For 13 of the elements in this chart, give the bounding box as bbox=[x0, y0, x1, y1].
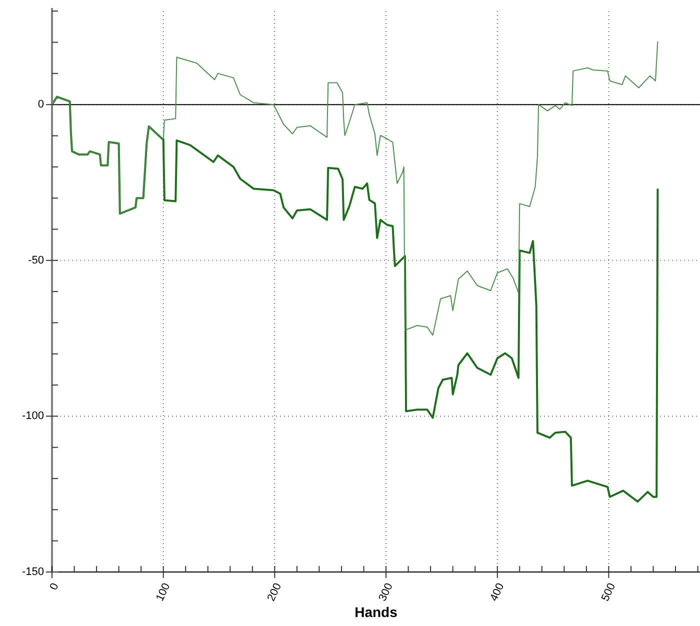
line-series bbox=[52, 40, 658, 336]
x-tick-label: 500 bbox=[599, 581, 618, 604]
x-tick-label: 200 bbox=[265, 581, 284, 604]
x-tick-label: 300 bbox=[376, 581, 396, 604]
x-tick-label: 400 bbox=[488, 581, 507, 604]
x-tick-label: 100 bbox=[154, 581, 173, 604]
y-tick-label: 0 bbox=[38, 98, 44, 111]
x-axis-title: Hands bbox=[354, 604, 398, 620]
y-tick-label: -150 bbox=[22, 566, 44, 578]
x-tick-label: 0 bbox=[48, 581, 62, 592]
y-tick-label: -100 bbox=[22, 410, 44, 422]
y-tick-label: -50 bbox=[28, 254, 44, 266]
line-series bbox=[51, 96, 659, 503]
